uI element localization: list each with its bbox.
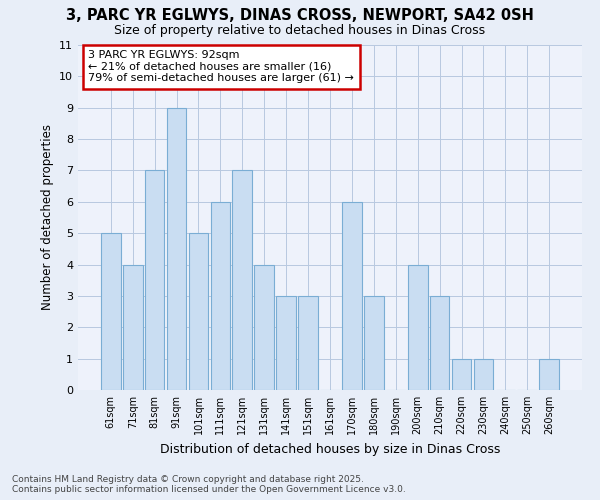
Text: 3, PARC YR EGLWYS, DINAS CROSS, NEWPORT, SA42 0SH: 3, PARC YR EGLWYS, DINAS CROSS, NEWPORT,… bbox=[66, 8, 534, 22]
Bar bbox=[145, 170, 164, 390]
Text: 3 PARC YR EGLWYS: 92sqm
← 21% of detached houses are smaller (16)
79% of semi-de: 3 PARC YR EGLWYS: 92sqm ← 21% of detache… bbox=[88, 50, 354, 84]
Bar bbox=[408, 264, 428, 390]
Bar bbox=[188, 233, 208, 390]
Bar bbox=[101, 233, 121, 390]
Bar bbox=[123, 264, 143, 390]
Text: Size of property relative to detached houses in Dinas Cross: Size of property relative to detached ho… bbox=[115, 24, 485, 37]
Bar bbox=[473, 358, 493, 390]
Bar bbox=[452, 358, 472, 390]
Bar bbox=[276, 296, 296, 390]
Bar bbox=[430, 296, 449, 390]
Bar bbox=[298, 296, 318, 390]
Bar bbox=[232, 170, 252, 390]
Bar bbox=[364, 296, 384, 390]
Bar bbox=[342, 202, 362, 390]
Bar bbox=[167, 108, 187, 390]
Bar bbox=[211, 202, 230, 390]
X-axis label: Distribution of detached houses by size in Dinas Cross: Distribution of detached houses by size … bbox=[160, 442, 500, 456]
Bar bbox=[254, 264, 274, 390]
Text: Contains HM Land Registry data © Crown copyright and database right 2025.
Contai: Contains HM Land Registry data © Crown c… bbox=[12, 474, 406, 494]
Y-axis label: Number of detached properties: Number of detached properties bbox=[41, 124, 53, 310]
Bar bbox=[539, 358, 559, 390]
